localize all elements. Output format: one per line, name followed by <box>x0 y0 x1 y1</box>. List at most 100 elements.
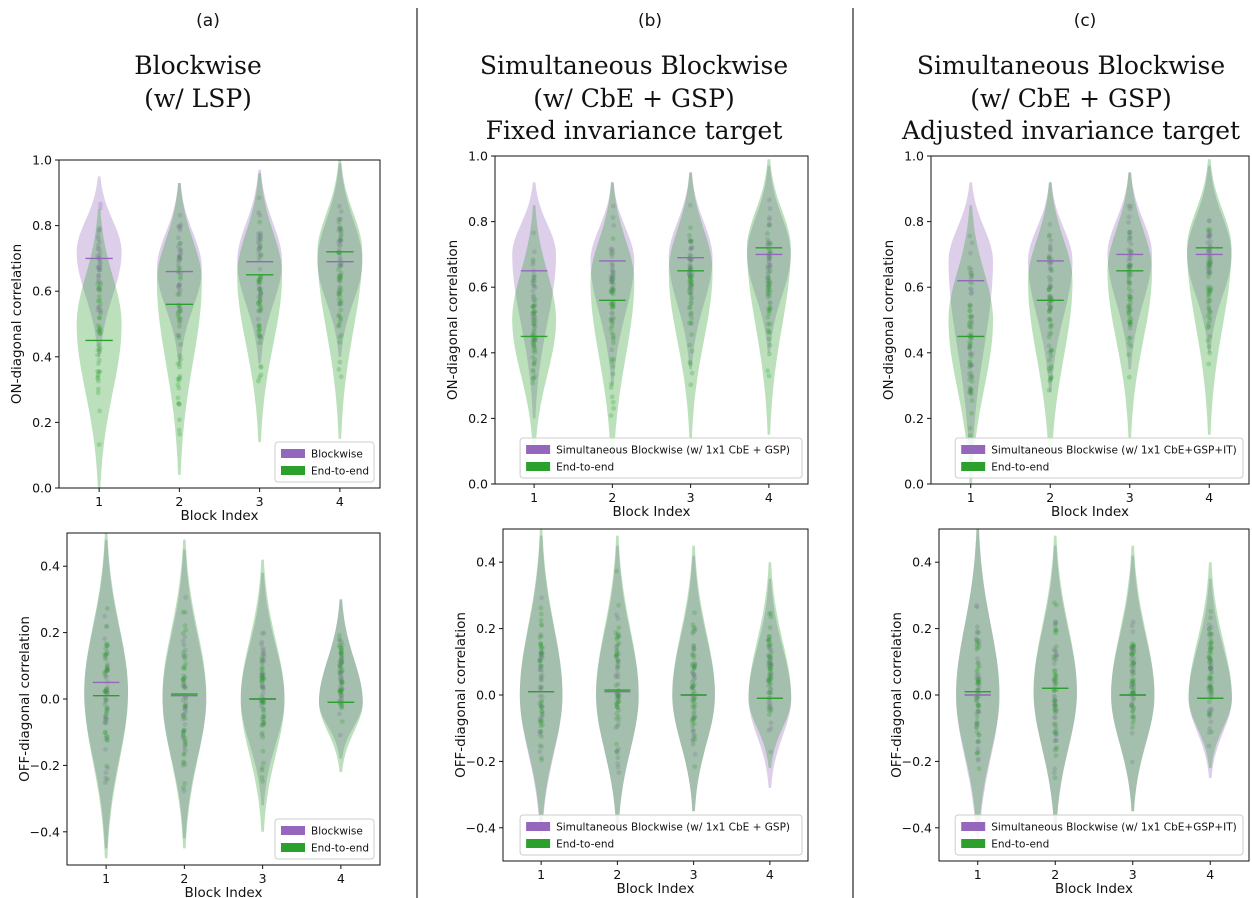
data-point <box>336 297 342 303</box>
data-point <box>768 662 774 668</box>
data-point <box>337 257 343 262</box>
data-point <box>539 698 544 703</box>
data-point <box>539 650 545 655</box>
data-point <box>1126 318 1132 324</box>
data-point <box>688 283 694 289</box>
data-point <box>610 320 615 325</box>
data-point <box>1206 255 1212 260</box>
data-point <box>1126 247 1131 252</box>
data-point <box>261 675 266 681</box>
data-point <box>1130 682 1136 688</box>
data-point <box>96 315 102 320</box>
data-point <box>616 602 621 608</box>
data-point <box>1209 631 1215 637</box>
data-point <box>530 354 536 360</box>
data-point <box>1046 274 1052 280</box>
data-point <box>1128 249 1134 255</box>
data-point <box>613 653 619 659</box>
data-point <box>1127 325 1133 331</box>
data-point <box>615 659 621 665</box>
data-point <box>1046 301 1052 307</box>
data-point <box>1206 344 1212 349</box>
data-point <box>691 728 696 734</box>
data-point <box>1053 703 1059 709</box>
data-point <box>1207 266 1213 271</box>
data-point <box>1053 676 1059 681</box>
data-point <box>177 353 183 359</box>
data-point <box>338 332 344 338</box>
panel-title-c-line3: Adjusted invariance target <box>901 116 1240 145</box>
data-point <box>768 614 774 620</box>
data-point <box>765 291 770 297</box>
data-point <box>616 651 622 657</box>
data-point <box>258 306 264 312</box>
data-point <box>1208 261 1213 267</box>
violin-method <box>237 169 283 364</box>
data-point <box>96 285 102 290</box>
data-point <box>615 700 621 706</box>
data-point <box>765 291 771 297</box>
data-point <box>692 701 698 706</box>
data-point <box>688 290 694 296</box>
data-point <box>177 282 182 287</box>
legend-frame <box>519 814 803 856</box>
data-point <box>765 241 770 247</box>
data-point <box>260 713 266 719</box>
data-point <box>690 622 696 627</box>
data-point <box>96 328 101 334</box>
data-point <box>975 702 980 708</box>
data-point <box>177 320 183 325</box>
data-point <box>1206 263 1212 269</box>
data-point <box>975 661 980 666</box>
data-point <box>1126 264 1131 270</box>
data-point <box>766 257 772 263</box>
data-point <box>687 202 693 208</box>
data-point <box>531 345 537 350</box>
data-point <box>103 688 109 694</box>
data-point <box>259 639 265 645</box>
data-point <box>105 661 110 667</box>
data-point <box>532 346 538 352</box>
data-point <box>532 314 538 320</box>
data-point <box>768 672 773 678</box>
data-point <box>611 281 616 287</box>
data-point <box>692 721 697 726</box>
x-axis-label: Block Index <box>185 885 263 898</box>
data-point <box>538 611 544 617</box>
data-point <box>256 241 262 247</box>
data-point <box>1053 737 1059 743</box>
data-point <box>969 373 975 379</box>
data-point <box>1052 710 1058 716</box>
data-point <box>338 209 344 215</box>
data-point <box>1127 229 1133 235</box>
data-point <box>967 308 973 313</box>
data-point <box>338 270 344 276</box>
data-point <box>1208 665 1213 671</box>
data-point <box>532 349 538 355</box>
data-point <box>976 663 982 669</box>
data-point <box>180 665 186 671</box>
data-point <box>614 748 620 754</box>
data-point <box>261 709 267 714</box>
data-point <box>609 290 615 295</box>
data-point <box>1126 258 1132 264</box>
data-point <box>1207 693 1213 699</box>
y-tick-label: 0.6 <box>904 280 924 295</box>
data-point <box>95 323 101 328</box>
data-point <box>338 688 344 694</box>
data-point <box>531 337 537 343</box>
data-point <box>336 239 341 245</box>
data-point <box>96 286 102 292</box>
data-point <box>609 289 614 295</box>
data-point <box>1208 665 1214 671</box>
data-point <box>614 633 620 638</box>
data-point <box>97 249 103 255</box>
data-point <box>1130 690 1135 696</box>
data-point <box>1128 663 1134 668</box>
data-point <box>968 331 974 336</box>
data-point <box>1047 350 1052 355</box>
data-point <box>1130 672 1135 678</box>
data-point <box>1047 368 1053 374</box>
data-point <box>1209 691 1214 697</box>
data-point <box>1126 308 1131 314</box>
